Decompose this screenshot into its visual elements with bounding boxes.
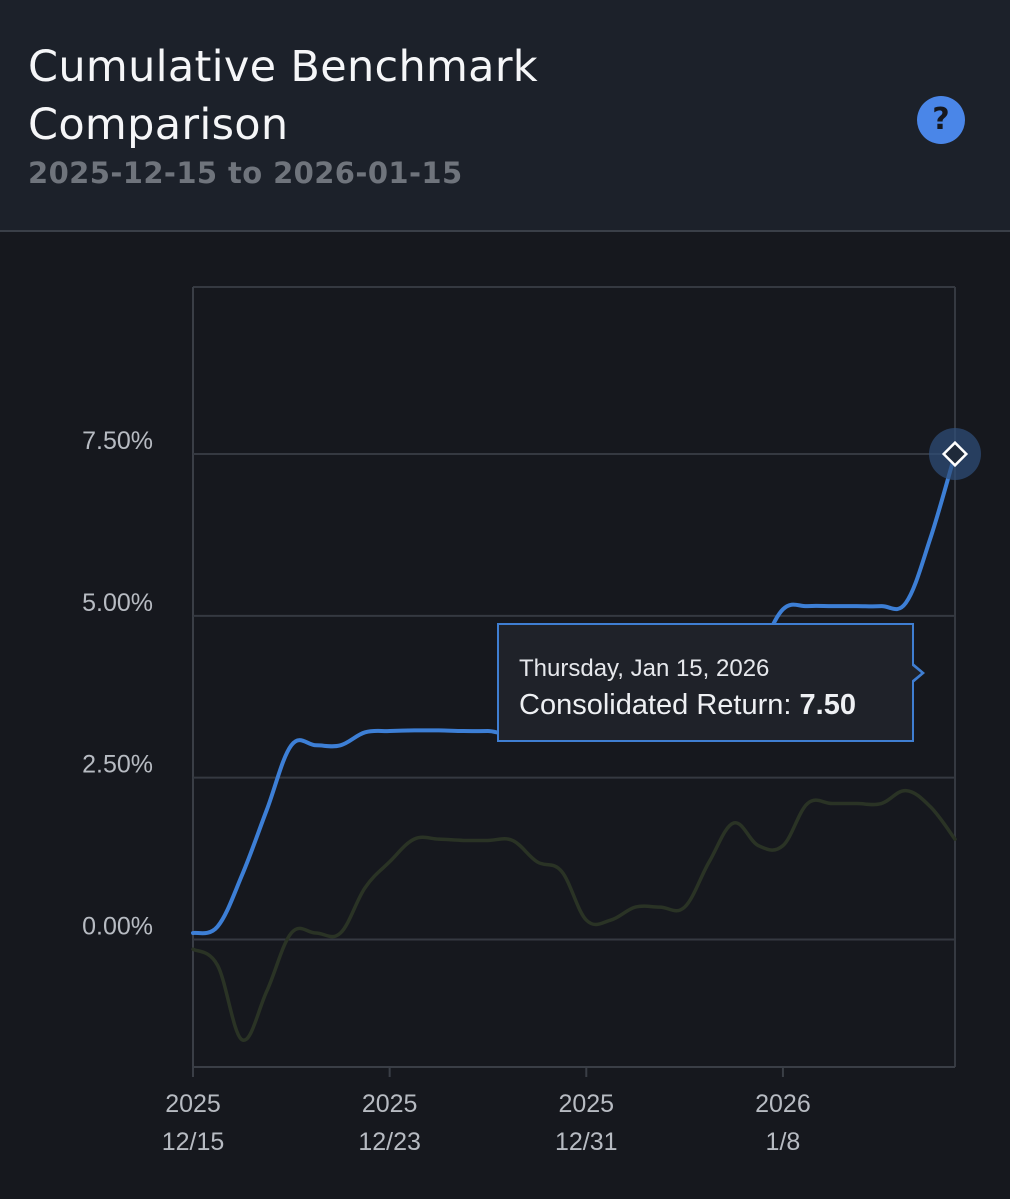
x-tick-date: 1/8 <box>766 1128 801 1156</box>
tooltip-value: 7.50 <box>799 689 856 721</box>
x-tick-year: 2025 <box>165 1090 221 1118</box>
y-tick-label: 5.00% <box>82 589 153 617</box>
y-tick-label: 2.50% <box>82 751 153 779</box>
y-tick-label: 7.50% <box>82 427 153 455</box>
hover-tooltip: Thursday, Jan 15, 2026 Consolidated Retu… <box>497 623 914 742</box>
x-tick-date: 12/15 <box>162 1128 225 1156</box>
chart-area: 0.00% 2.50% 5.00% 7.50% 2025 12/15 2025 12/23 20… <box>0 232 1010 1199</box>
tooltip-value-line: Consolidated Return: 7.50 <box>519 689 856 722</box>
tooltip-date: Thursday, Jan 15, 2026 <box>519 655 770 682</box>
x-tick-date: 12/23 <box>358 1128 421 1156</box>
y-tick-label: 0.00% <box>82 912 153 940</box>
help-button[interactable]: ? <box>917 96 965 144</box>
chart-title: Cumulative Benchmark Comparison <box>28 42 539 150</box>
chart-header: Cumulative Benchmark Comparison 2025-12-… <box>0 0 1010 232</box>
question-mark-icon: ? <box>932 102 950 137</box>
x-tick-year: 2025 <box>362 1090 418 1118</box>
x-tick-year: 2026 <box>755 1090 811 1118</box>
benchmark-line <box>191 788 957 1042</box>
hover-marker-diamond <box>941 440 969 468</box>
x-tick-year: 2025 <box>558 1090 614 1118</box>
x-tick-date: 12/31 <box>555 1128 618 1156</box>
tooltip-arrow-fill <box>910 664 921 682</box>
tooltip-label: Consolidated Return: <box>519 689 792 721</box>
date-range-subtitle: 2025-12-15 to 2026-01-15 <box>28 156 463 190</box>
